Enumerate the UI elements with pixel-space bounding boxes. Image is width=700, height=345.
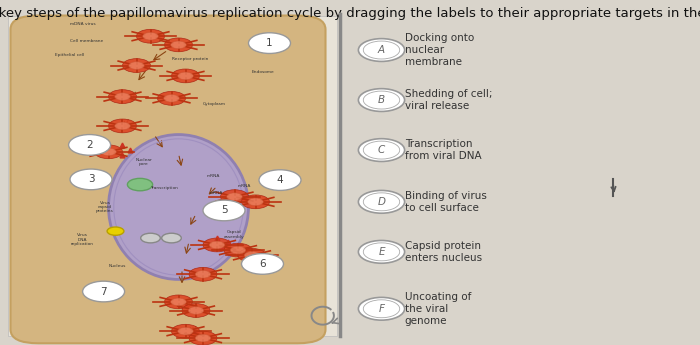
Circle shape bbox=[203, 200, 245, 221]
Circle shape bbox=[115, 93, 130, 100]
Circle shape bbox=[358, 139, 405, 161]
Circle shape bbox=[203, 238, 231, 252]
Circle shape bbox=[171, 41, 186, 49]
Circle shape bbox=[259, 170, 301, 190]
Circle shape bbox=[220, 190, 248, 204]
Circle shape bbox=[182, 304, 210, 317]
Circle shape bbox=[108, 119, 136, 133]
Circle shape bbox=[178, 327, 193, 335]
Circle shape bbox=[164, 38, 193, 52]
Circle shape bbox=[115, 122, 130, 130]
Text: 2: 2 bbox=[86, 140, 93, 150]
Circle shape bbox=[70, 169, 112, 190]
Circle shape bbox=[238, 248, 266, 262]
Text: Binding of virus
to cell surface: Binding of virus to cell surface bbox=[405, 191, 486, 213]
Circle shape bbox=[244, 252, 260, 259]
Text: Nuclear
pore: Nuclear pore bbox=[135, 158, 152, 166]
Circle shape bbox=[69, 135, 111, 155]
Text: Capsid
assembly: Capsid assembly bbox=[224, 230, 245, 239]
Text: Capsid protein
enters nucleus: Capsid protein enters nucleus bbox=[405, 241, 482, 263]
Text: 7: 7 bbox=[100, 287, 107, 296]
Text: 1: 1 bbox=[266, 38, 273, 48]
Circle shape bbox=[107, 227, 124, 235]
Circle shape bbox=[358, 240, 405, 263]
Text: E: E bbox=[378, 247, 385, 257]
Circle shape bbox=[363, 91, 400, 109]
Text: Receptor protein: Receptor protein bbox=[172, 57, 208, 61]
Circle shape bbox=[195, 270, 211, 278]
Circle shape bbox=[172, 324, 200, 338]
Circle shape bbox=[101, 148, 116, 156]
Text: mDNA virus: mDNA virus bbox=[70, 22, 96, 26]
Text: Cell membrane: Cell membrane bbox=[70, 39, 104, 43]
Text: Uncoating of
the viral
genome: Uncoating of the viral genome bbox=[405, 292, 471, 326]
Text: B: B bbox=[378, 95, 385, 105]
Circle shape bbox=[129, 62, 144, 69]
FancyBboxPatch shape bbox=[8, 16, 337, 336]
Ellipse shape bbox=[108, 135, 248, 279]
Circle shape bbox=[162, 233, 181, 243]
Circle shape bbox=[188, 307, 204, 314]
Circle shape bbox=[363, 141, 400, 159]
Circle shape bbox=[171, 298, 186, 306]
Text: C: C bbox=[378, 145, 385, 155]
Circle shape bbox=[195, 334, 211, 342]
Circle shape bbox=[83, 281, 125, 302]
Circle shape bbox=[230, 246, 246, 254]
Text: mRNA: mRNA bbox=[238, 184, 251, 188]
Circle shape bbox=[358, 39, 405, 61]
Circle shape bbox=[189, 331, 217, 345]
FancyBboxPatch shape bbox=[10, 16, 326, 343]
Circle shape bbox=[248, 198, 263, 206]
Circle shape bbox=[363, 243, 400, 261]
Circle shape bbox=[172, 69, 200, 83]
Circle shape bbox=[178, 72, 193, 80]
Circle shape bbox=[108, 90, 136, 104]
Circle shape bbox=[164, 95, 179, 102]
Circle shape bbox=[94, 145, 122, 159]
Text: Cytoplasm: Cytoplasm bbox=[203, 101, 226, 106]
Text: Virus
capsid
proteins: Virus capsid proteins bbox=[96, 201, 114, 213]
Circle shape bbox=[143, 32, 158, 40]
Circle shape bbox=[358, 297, 405, 320]
Text: 5: 5 bbox=[220, 206, 228, 215]
Circle shape bbox=[241, 254, 284, 274]
Text: Shedding of cell;
viral release: Shedding of cell; viral release bbox=[405, 89, 492, 111]
Circle shape bbox=[363, 193, 400, 211]
Text: Endosome: Endosome bbox=[252, 70, 274, 75]
Circle shape bbox=[363, 41, 400, 59]
Circle shape bbox=[227, 193, 242, 200]
Text: mRNA: mRNA bbox=[210, 191, 223, 195]
Text: F: F bbox=[379, 304, 384, 314]
Circle shape bbox=[189, 267, 217, 281]
Text: 3: 3 bbox=[88, 175, 94, 184]
Circle shape bbox=[209, 241, 225, 249]
Circle shape bbox=[358, 89, 405, 111]
Circle shape bbox=[127, 178, 153, 191]
Circle shape bbox=[136, 29, 164, 43]
Circle shape bbox=[122, 59, 150, 72]
Circle shape bbox=[241, 195, 270, 209]
Text: A: A bbox=[378, 45, 385, 55]
Circle shape bbox=[363, 300, 400, 318]
Text: Transcription: Transcription bbox=[150, 186, 178, 190]
Text: mRNA: mRNA bbox=[206, 174, 220, 178]
Text: 6: 6 bbox=[259, 259, 266, 269]
Circle shape bbox=[164, 295, 193, 309]
Circle shape bbox=[358, 190, 405, 213]
Text: Transcription
from viral DNA: Transcription from viral DNA bbox=[405, 139, 481, 161]
Text: D: D bbox=[377, 197, 386, 207]
Text: Virus
DNA
replication: Virus DNA replication bbox=[71, 234, 94, 246]
Text: 4: 4 bbox=[276, 175, 284, 185]
Text: Identify key steps of the papillomavirus replication cycle by dragging the label: Identify key steps of the papillomavirus… bbox=[0, 7, 700, 20]
Circle shape bbox=[248, 33, 290, 53]
Text: Nucleus: Nucleus bbox=[108, 264, 126, 268]
Circle shape bbox=[141, 233, 160, 243]
Circle shape bbox=[158, 91, 186, 105]
Text: Epithelial cell: Epithelial cell bbox=[55, 53, 84, 57]
Circle shape bbox=[224, 243, 252, 257]
Text: Docking onto
nuclear
membrane: Docking onto nuclear membrane bbox=[405, 33, 474, 67]
